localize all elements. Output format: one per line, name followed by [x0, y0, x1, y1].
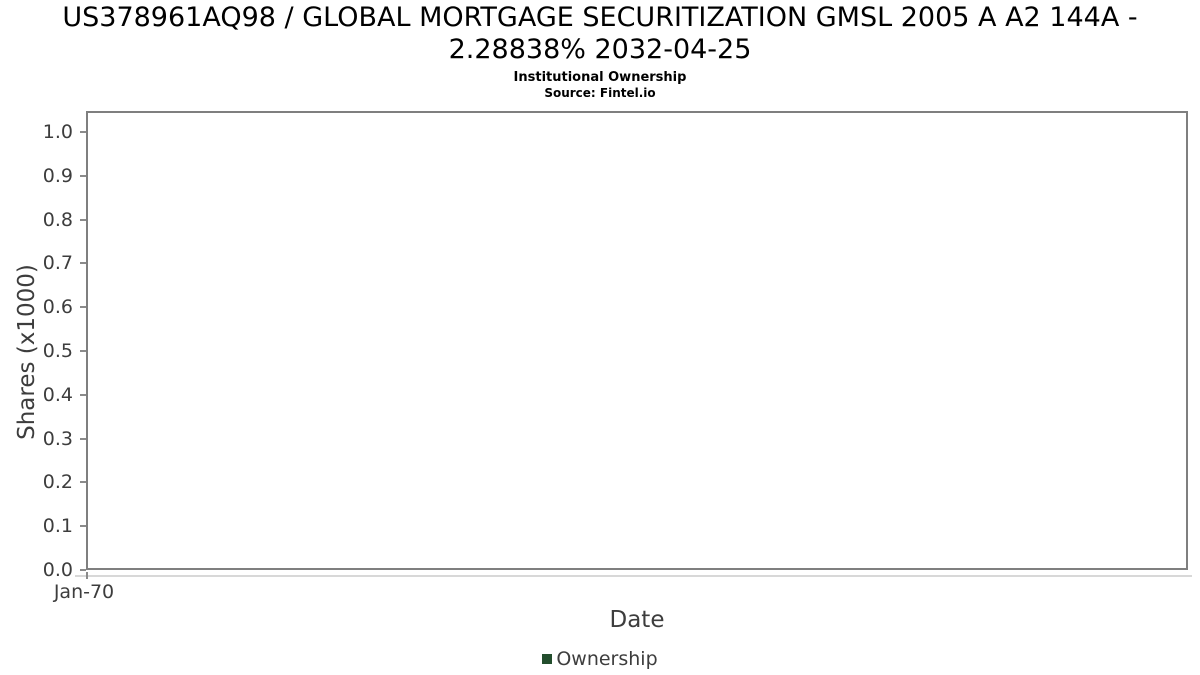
legend-label: Ownership [556, 648, 658, 670]
y-tick-label: 0.3 [42, 428, 73, 450]
chart-source: Source: Fintel.io [544, 86, 656, 100]
y-tick-label: 0.6 [42, 296, 73, 318]
x-tick-label: Jan-70 [53, 581, 115, 603]
chart-title-line-2: 2.28838% 2032-04-25 [448, 34, 752, 65]
y-tick-mark [80, 569, 86, 571]
chart-subtitle: Institutional Ownership [513, 70, 687, 85]
y-tick-label: 0.5 [42, 340, 73, 362]
y-tick-label: 0.7 [42, 252, 73, 274]
chart-title-line-1: US378961AQ98 / GLOBAL MORTGAGE SECURITIZ… [62, 2, 1138, 33]
y-tick-mark [80, 525, 86, 527]
y-tick-mark [80, 219, 86, 221]
y-tick-mark [80, 394, 86, 396]
y-tick-mark [80, 438, 86, 440]
y-tick-label: 0.4 [42, 384, 73, 406]
x-tick-mark [86, 572, 88, 579]
y-tick-label: 0.9 [42, 165, 73, 187]
y-tick-label: 0.0 [42, 559, 73, 581]
y-tick-mark [80, 131, 86, 133]
chart-header: US378961AQ98 / GLOBAL MORTGAGE SECURITIZ… [0, 2, 1200, 100]
y-tick-label: 0.2 [42, 471, 73, 493]
y-tick-mark [80, 350, 86, 352]
legend-marker-icon [542, 654, 553, 664]
y-tick-label: 1.0 [42, 121, 73, 143]
plot-area [86, 111, 1188, 570]
x-axis-title: Date [609, 607, 665, 633]
y-tick-label: 0.1 [42, 515, 73, 537]
x-axis-baseline [75, 575, 1192, 577]
y-tick-mark [80, 262, 86, 264]
y-tick-mark [80, 306, 86, 308]
legend: Ownership [0, 648, 1200, 670]
y-tick-label: 0.8 [42, 209, 73, 231]
y-tick-mark [80, 481, 86, 483]
y-tick-mark [80, 175, 86, 177]
